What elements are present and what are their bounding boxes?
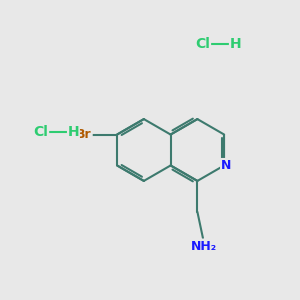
- Text: Br: Br: [76, 128, 92, 141]
- Text: H: H: [230, 37, 241, 51]
- Text: H: H: [68, 125, 79, 139]
- Text: Cl: Cl: [34, 125, 49, 139]
- Text: Cl: Cl: [196, 37, 210, 51]
- Text: NH₂: NH₂: [191, 240, 218, 253]
- Text: N: N: [221, 159, 231, 172]
